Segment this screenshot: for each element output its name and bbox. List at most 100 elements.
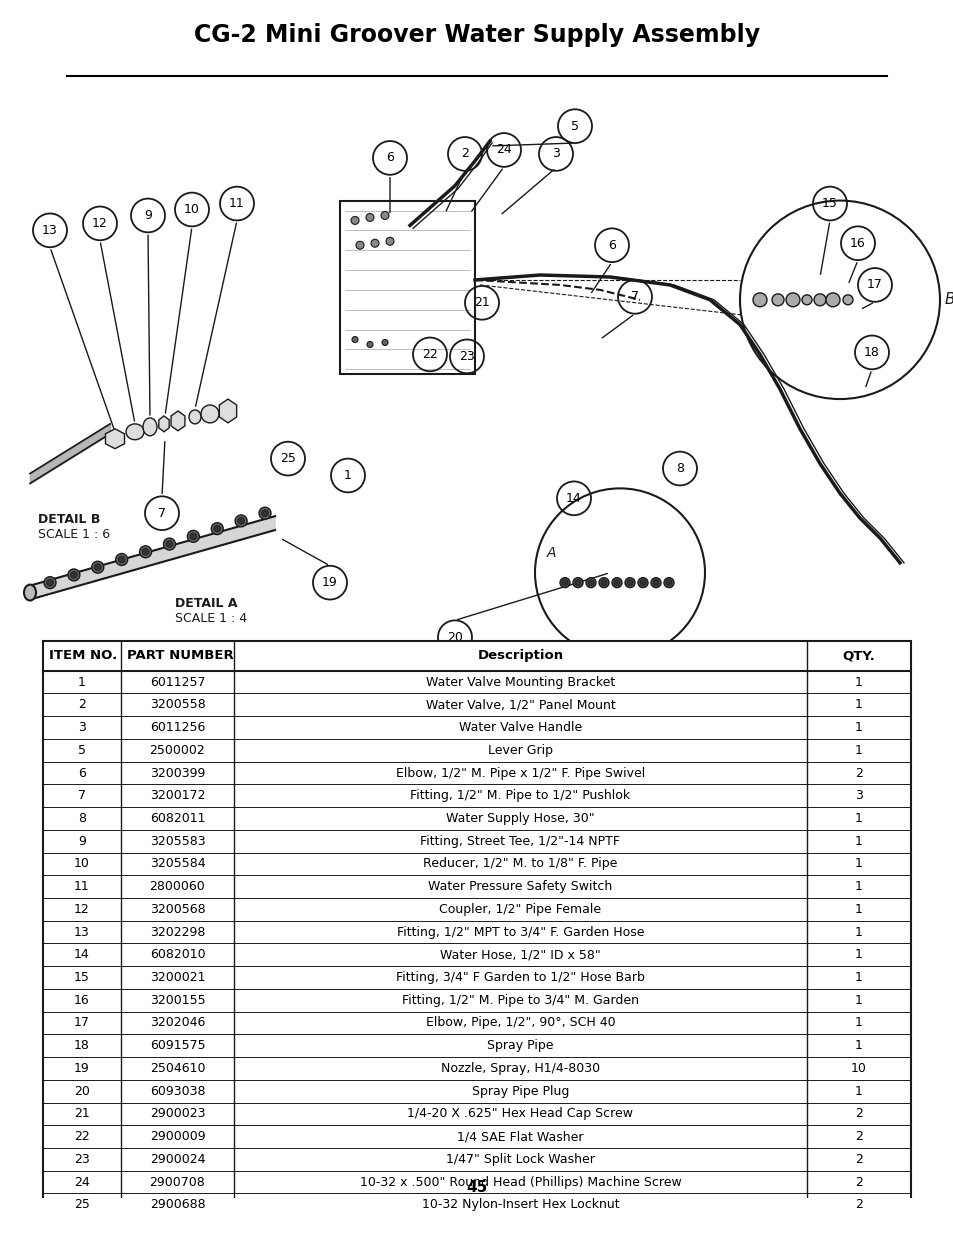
Text: 12: 12 <box>92 217 108 230</box>
Text: 6: 6 <box>386 152 394 164</box>
Text: 6093038: 6093038 <box>150 1084 205 1098</box>
Text: 10: 10 <box>184 203 200 216</box>
Circle shape <box>139 546 152 558</box>
Text: 1: 1 <box>854 948 862 961</box>
Text: 6011256: 6011256 <box>150 721 205 734</box>
Circle shape <box>785 293 800 306</box>
Circle shape <box>142 548 149 556</box>
Text: 2: 2 <box>854 1198 862 1212</box>
Text: 2: 2 <box>854 1152 862 1166</box>
Text: 14: 14 <box>74 948 90 961</box>
Text: 2: 2 <box>460 147 469 161</box>
Text: 10: 10 <box>74 857 90 871</box>
Text: 16: 16 <box>74 994 90 1007</box>
Circle shape <box>47 579 53 587</box>
Text: 45: 45 <box>466 1181 487 1195</box>
Text: 16: 16 <box>849 237 865 249</box>
Circle shape <box>842 295 852 305</box>
Text: 12: 12 <box>74 903 90 916</box>
Text: 17: 17 <box>74 1016 90 1030</box>
Text: 1/4-20 X .625" Hex Head Cap Screw: 1/4-20 X .625" Hex Head Cap Screw <box>407 1108 633 1120</box>
Text: 1: 1 <box>344 469 352 482</box>
Text: 2: 2 <box>854 1176 862 1188</box>
Text: Water Valve Mounting Bracket: Water Valve Mounting Bracket <box>425 676 615 689</box>
Text: ITEM NO.: ITEM NO. <box>49 650 117 662</box>
Ellipse shape <box>24 584 36 600</box>
Text: Fitting, 1/2" M. Pipe to 3/4" M. Garden: Fitting, 1/2" M. Pipe to 3/4" M. Garden <box>401 994 639 1007</box>
Text: 3205584: 3205584 <box>150 857 205 871</box>
Circle shape <box>91 561 104 573</box>
Text: 2900708: 2900708 <box>150 1176 205 1188</box>
Text: 3200558: 3200558 <box>150 698 205 711</box>
Circle shape <box>237 517 244 525</box>
Text: Description: Description <box>476 650 563 662</box>
Text: 7: 7 <box>630 290 639 304</box>
Circle shape <box>381 340 388 346</box>
Circle shape <box>663 578 673 588</box>
Text: 10-32 x .500" Round Head (Phillips) Machine Screw: 10-32 x .500" Round Head (Phillips) Mach… <box>359 1176 680 1188</box>
Text: 2800060: 2800060 <box>150 881 205 893</box>
Text: 6082010: 6082010 <box>150 948 205 961</box>
Text: 22: 22 <box>74 1130 90 1144</box>
Text: 1: 1 <box>854 835 862 847</box>
Text: 14: 14 <box>565 492 581 505</box>
Text: 24: 24 <box>496 143 512 157</box>
Circle shape <box>187 530 199 542</box>
Circle shape <box>585 578 596 588</box>
Polygon shape <box>158 416 169 432</box>
Text: 6082011: 6082011 <box>150 811 205 825</box>
Text: Coupler, 1/2" Pipe Female: Coupler, 1/2" Pipe Female <box>439 903 600 916</box>
Circle shape <box>234 515 247 527</box>
Circle shape <box>614 579 619 585</box>
Ellipse shape <box>143 417 157 436</box>
Text: Fitting, 1/2" M. Pipe to 1/2" Pushlok: Fitting, 1/2" M. Pipe to 1/2" Pushlok <box>410 789 630 803</box>
Text: Water Hose, 1/2" ID x 58": Water Hose, 1/2" ID x 58" <box>439 948 600 961</box>
Circle shape <box>371 240 378 247</box>
Text: 10: 10 <box>850 1062 866 1074</box>
Text: 23: 23 <box>458 350 475 363</box>
Text: 1: 1 <box>854 925 862 939</box>
Circle shape <box>825 293 840 306</box>
Text: 15: 15 <box>74 971 90 984</box>
Text: 9: 9 <box>144 209 152 222</box>
Circle shape <box>771 294 783 306</box>
Text: 1/47" Split Lock Washer: 1/47" Split Lock Washer <box>445 1152 595 1166</box>
Circle shape <box>71 572 77 578</box>
Circle shape <box>163 538 175 550</box>
Circle shape <box>190 532 196 540</box>
Text: 1/4 SAE Flat Washer: 1/4 SAE Flat Washer <box>456 1130 583 1144</box>
Text: 21: 21 <box>74 1108 90 1120</box>
Circle shape <box>575 579 580 585</box>
Text: 6: 6 <box>78 767 86 779</box>
Text: Water Supply Hose, 30": Water Supply Hose, 30" <box>446 811 594 825</box>
Text: 7: 7 <box>78 789 86 803</box>
Text: 3: 3 <box>78 721 86 734</box>
Circle shape <box>587 579 594 585</box>
Circle shape <box>638 578 647 588</box>
Circle shape <box>612 578 621 588</box>
Text: DETAIL B: DETAIL B <box>38 513 100 526</box>
Text: 7: 7 <box>158 506 166 520</box>
Text: 8: 8 <box>676 462 683 475</box>
Text: 2900023: 2900023 <box>150 1108 205 1120</box>
Circle shape <box>624 578 635 588</box>
Text: 17: 17 <box>866 278 882 291</box>
Circle shape <box>380 211 389 220</box>
Text: 1: 1 <box>78 676 86 689</box>
Polygon shape <box>219 399 236 422</box>
Text: 3200568: 3200568 <box>150 903 205 916</box>
Text: 9: 9 <box>78 835 86 847</box>
Text: 3: 3 <box>854 789 862 803</box>
Text: 1: 1 <box>854 721 862 734</box>
Circle shape <box>166 541 172 547</box>
Text: 1: 1 <box>854 676 862 689</box>
Text: 1: 1 <box>854 743 862 757</box>
Text: 2: 2 <box>78 698 86 711</box>
Text: 6: 6 <box>607 238 616 252</box>
Text: 1: 1 <box>854 903 862 916</box>
Text: 11: 11 <box>74 881 90 893</box>
Text: 20: 20 <box>447 631 462 643</box>
Text: CG-2 Mini Groover Water Supply Assembly: CG-2 Mini Groover Water Supply Assembly <box>193 22 760 47</box>
Text: 8: 8 <box>78 811 86 825</box>
Text: 25: 25 <box>280 452 295 466</box>
